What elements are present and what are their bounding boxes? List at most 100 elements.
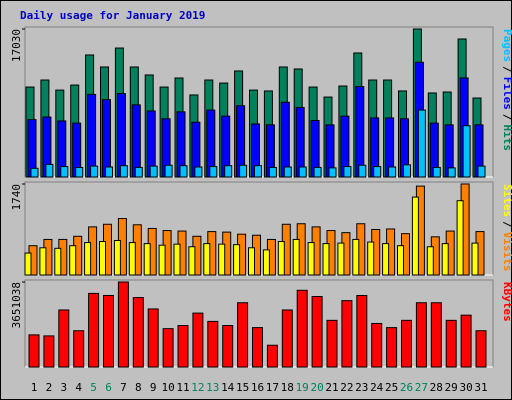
x-tick-label: 10	[161, 381, 174, 394]
bar	[358, 164, 367, 178]
x-tick-label: 14	[221, 381, 235, 394]
bar	[432, 166, 441, 178]
bar	[280, 101, 290, 178]
legend-entry: KBytes	[501, 282, 512, 322]
bar	[386, 327, 398, 368]
bar	[143, 243, 151, 276]
bar	[116, 93, 126, 178]
legend-entry: Sites	[501, 184, 512, 217]
x-tick-label: 11	[176, 381, 189, 394]
bar	[173, 243, 181, 276]
bar	[277, 241, 285, 276]
bar	[403, 164, 411, 178]
x-tick-label: 30	[459, 381, 472, 394]
bar	[307, 242, 315, 276]
bar	[164, 164, 173, 178]
bar	[447, 167, 456, 178]
bar	[113, 239, 121, 276]
bar	[415, 302, 427, 368]
bar	[54, 247, 62, 276]
legend-entry: Pages	[501, 29, 512, 62]
bar	[60, 166, 69, 178]
bar	[445, 319, 457, 368]
bar	[162, 328, 174, 368]
bar	[355, 86, 365, 178]
bar	[147, 308, 159, 368]
bar	[149, 165, 158, 178]
bar	[371, 322, 383, 368]
x-tick-label: 31	[474, 381, 487, 394]
x-tick-label: 5	[90, 381, 97, 394]
bar	[88, 292, 100, 368]
bar	[388, 166, 397, 178]
legend-entry: Hits	[501, 125, 512, 152]
x-tick-label: 27	[415, 381, 428, 394]
bar	[239, 164, 248, 178]
bar	[311, 296, 323, 368]
bar	[58, 309, 70, 368]
bar	[337, 242, 345, 276]
bar	[254, 165, 262, 178]
x-tick-label: 13	[206, 381, 219, 394]
bar	[222, 325, 234, 368]
bar	[298, 166, 307, 178]
legend: KBytes	[501, 282, 512, 322]
bar	[218, 243, 226, 276]
bar	[179, 165, 188, 178]
x-tick-label: 20	[310, 381, 323, 394]
bar	[475, 330, 487, 368]
bar	[117, 281, 129, 368]
x-tick-label: 1	[31, 381, 38, 394]
bar	[373, 166, 382, 178]
bar	[477, 165, 486, 178]
bar	[103, 294, 114, 368]
bar	[207, 320, 219, 368]
bar	[28, 334, 40, 368]
x-tick-label: 24	[370, 381, 384, 394]
x-tick-label: 23	[355, 381, 368, 394]
bar	[177, 325, 189, 368]
bar	[73, 330, 85, 368]
bar	[237, 302, 249, 368]
y-tick-label: 3651038	[10, 282, 23, 328]
bar	[266, 344, 278, 368]
legend: Sites / Visits	[501, 184, 512, 272]
legend: Pages / Files / Hits	[501, 29, 512, 151]
bar	[460, 314, 472, 368]
bar	[411, 196, 419, 276]
bar	[128, 242, 136, 276]
bar	[341, 300, 353, 368]
bar	[24, 252, 32, 276]
x-tick-label: 21	[325, 381, 338, 394]
bar	[75, 166, 84, 178]
bar	[417, 109, 426, 178]
x-tick-label: 22	[340, 381, 353, 394]
bar	[268, 166, 277, 178]
bar	[90, 165, 99, 178]
x-tick-label: 12	[191, 381, 204, 394]
bar	[471, 242, 479, 276]
x-tick-label: 3	[60, 381, 67, 394]
bar	[283, 166, 292, 178]
x-tick-label: 9	[150, 381, 157, 394]
bar	[188, 246, 196, 276]
x-tick-label: 29	[445, 381, 458, 394]
chart-title: Daily usage for January 2019	[20, 9, 205, 22]
legend-entry: Visits	[501, 232, 512, 272]
bar	[248, 247, 255, 276]
x-tick-label: 25	[385, 381, 398, 394]
x-tick-label: 2	[46, 381, 53, 394]
x-tick-label: 6	[105, 381, 112, 394]
bar	[192, 312, 204, 368]
x-tick-label: 19	[296, 381, 309, 394]
bar	[343, 166, 352, 178]
bar	[430, 302, 442, 368]
bar	[456, 200, 464, 276]
bar	[322, 243, 330, 276]
bar	[45, 163, 54, 178]
bar	[84, 242, 92, 276]
bar	[292, 238, 300, 276]
legend-separator: /	[501, 114, 512, 121]
bar	[134, 166, 143, 178]
